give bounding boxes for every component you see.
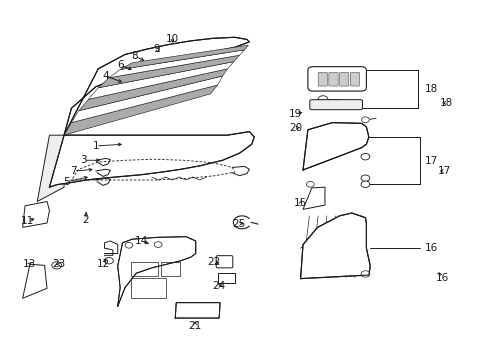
Polygon shape xyxy=(71,76,222,123)
Text: 16: 16 xyxy=(424,243,437,253)
Text: 4: 4 xyxy=(102,71,109,81)
Polygon shape xyxy=(300,213,369,279)
Text: 7: 7 xyxy=(70,166,77,176)
Circle shape xyxy=(360,175,369,181)
Text: 9: 9 xyxy=(153,44,160,54)
Text: 19: 19 xyxy=(288,109,302,119)
Polygon shape xyxy=(37,135,64,202)
Text: 12: 12 xyxy=(96,259,109,269)
Text: 24: 24 xyxy=(212,281,225,291)
Polygon shape xyxy=(98,55,239,88)
Circle shape xyxy=(318,96,327,103)
Polygon shape xyxy=(118,237,195,306)
Circle shape xyxy=(125,242,133,248)
Text: 8: 8 xyxy=(131,51,138,61)
Polygon shape xyxy=(22,264,47,298)
FancyBboxPatch shape xyxy=(318,72,327,86)
Circle shape xyxy=(154,242,162,247)
Text: 13: 13 xyxy=(22,259,36,269)
Circle shape xyxy=(360,181,369,188)
Text: 1: 1 xyxy=(92,141,99,151)
Circle shape xyxy=(361,117,368,123)
Text: 11: 11 xyxy=(21,216,34,226)
Polygon shape xyxy=(22,202,49,227)
Bar xyxy=(131,262,158,276)
Bar xyxy=(160,262,180,276)
Text: 16: 16 xyxy=(434,273,447,283)
Text: 22: 22 xyxy=(207,257,221,267)
Text: 21: 21 xyxy=(188,321,201,331)
Polygon shape xyxy=(120,45,248,69)
Text: 17: 17 xyxy=(424,156,437,166)
Circle shape xyxy=(104,257,113,264)
Polygon shape xyxy=(109,50,244,78)
Text: 5: 5 xyxy=(63,177,70,187)
Polygon shape xyxy=(79,69,227,111)
Polygon shape xyxy=(64,37,249,135)
FancyBboxPatch shape xyxy=(216,256,232,268)
Text: 20: 20 xyxy=(288,123,302,133)
Polygon shape xyxy=(303,123,368,170)
Polygon shape xyxy=(88,62,233,99)
Text: 23: 23 xyxy=(53,259,66,269)
Text: 6: 6 xyxy=(117,60,123,70)
Polygon shape xyxy=(49,132,254,187)
Text: 3: 3 xyxy=(80,155,87,165)
Circle shape xyxy=(306,181,314,187)
Text: 17: 17 xyxy=(437,166,450,176)
FancyBboxPatch shape xyxy=(309,100,362,110)
Polygon shape xyxy=(175,303,220,318)
Text: 25: 25 xyxy=(231,219,245,229)
Text: 14: 14 xyxy=(134,236,147,246)
Bar xyxy=(131,278,165,298)
Circle shape xyxy=(52,262,61,269)
Polygon shape xyxy=(64,85,217,135)
FancyBboxPatch shape xyxy=(339,72,348,86)
Circle shape xyxy=(360,153,369,160)
FancyBboxPatch shape xyxy=(307,67,366,91)
Text: 10: 10 xyxy=(165,34,179,44)
Polygon shape xyxy=(303,187,325,210)
Text: 18: 18 xyxy=(439,98,452,108)
Circle shape xyxy=(360,271,369,277)
Text: 2: 2 xyxy=(82,215,89,225)
Bar xyxy=(217,273,234,283)
Text: 18: 18 xyxy=(424,84,437,94)
Text: 15: 15 xyxy=(293,198,306,208)
FancyBboxPatch shape xyxy=(349,72,359,86)
FancyBboxPatch shape xyxy=(328,72,337,86)
